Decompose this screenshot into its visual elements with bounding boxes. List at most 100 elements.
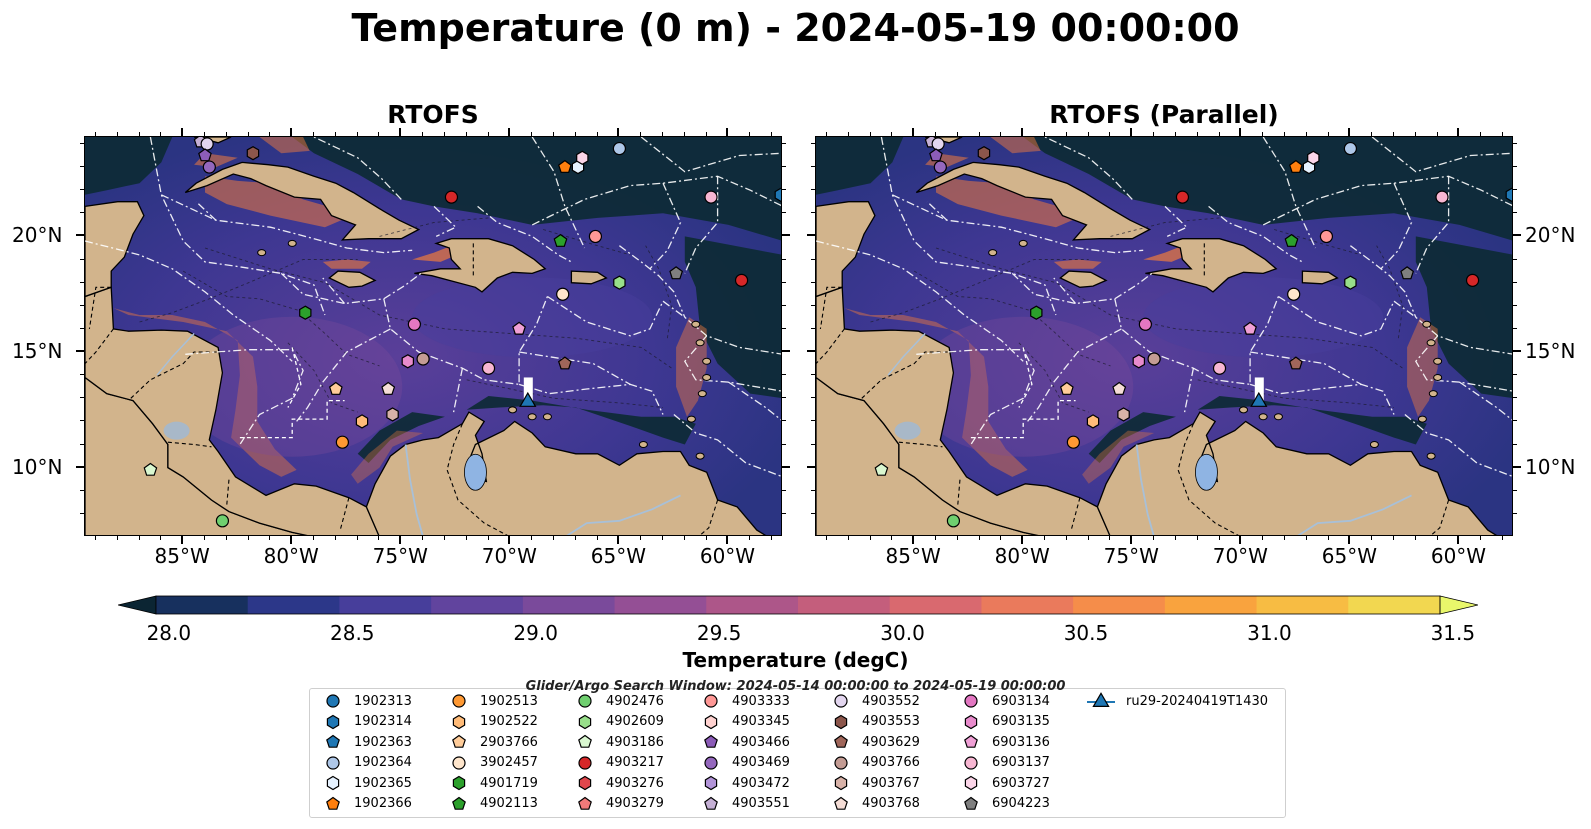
legend-marker bbox=[704, 755, 718, 770]
legend-label: 4903553 bbox=[862, 714, 920, 729]
float-marker-4903217 bbox=[1175, 190, 1190, 204]
legend-marker bbox=[578, 775, 592, 791]
tick-mark bbox=[782, 465, 790, 468]
minor-tick-mark bbox=[618, 132, 620, 136]
legend-marker-icon bbox=[578, 755, 592, 770]
river bbox=[1297, 494, 1412, 535]
legend-entry: 1902513 bbox=[448, 691, 538, 711]
legend-marker-icon bbox=[704, 734, 718, 748]
eez-boundary bbox=[518, 351, 631, 385]
minor-tick-mark bbox=[291, 132, 293, 136]
minor-tick-mark bbox=[1131, 536, 1133, 540]
float-marker-4903767 bbox=[386, 407, 399, 422]
legend-label: 6904223 bbox=[992, 796, 1050, 811]
small-island bbox=[638, 441, 648, 449]
eez-boundary bbox=[85, 240, 293, 362]
legend-label: 1902365 bbox=[354, 775, 412, 791]
float-marker-1902366 bbox=[557, 159, 572, 173]
eez-boundary bbox=[684, 335, 781, 392]
float-marker-6903136 bbox=[512, 321, 526, 335]
legend-entry: 6903136 bbox=[960, 732, 1050, 752]
country-border bbox=[446, 423, 508, 535]
eez-boundary bbox=[649, 182, 682, 270]
country-border bbox=[1070, 497, 1081, 531]
minor-tick-mark bbox=[618, 536, 620, 540]
minor-tick-mark bbox=[443, 132, 445, 136]
cool-water-atlantic bbox=[292, 137, 781, 241]
eez-boundary bbox=[1262, 137, 1317, 249]
country-border bbox=[816, 328, 845, 364]
lat-tick-label: 15°N bbox=[12, 339, 63, 364]
float-marker-4902609 bbox=[613, 275, 626, 290]
float-marker-4903186 bbox=[874, 462, 889, 476]
float-marker-2903766 bbox=[328, 381, 343, 395]
legend-label: 4903768 bbox=[862, 796, 920, 811]
legend-entry: 4903629 bbox=[830, 732, 920, 752]
float-marker-4903767 bbox=[1117, 407, 1130, 422]
mid-temp-patch bbox=[412, 277, 653, 358]
legend-entry: 1902522 bbox=[448, 712, 538, 732]
lon-tick-label: 80°W bbox=[263, 544, 319, 568]
minor-tick-mark bbox=[978, 132, 980, 136]
legend-entry: 4903472 bbox=[700, 773, 790, 793]
small-island bbox=[691, 320, 701, 328]
legend-marker-icon bbox=[578, 796, 592, 810]
minor-tick-mark bbox=[913, 132, 915, 136]
minor-tick-mark bbox=[1513, 166, 1517, 168]
panel-title-right: RTOFS (Parallel) bbox=[1049, 100, 1279, 129]
small-island bbox=[1018, 239, 1028, 247]
search-window-text: Glider/Argo Search Window: 2024-05-14 00… bbox=[525, 679, 1066, 694]
tick-mark bbox=[1130, 536, 1133, 544]
legend-entry: 2903766 bbox=[448, 732, 538, 752]
country-border bbox=[130, 351, 223, 399]
float-marker-1902513 bbox=[335, 435, 349, 449]
minor-tick-mark bbox=[1502, 536, 1504, 540]
legend-entry: 4903345 bbox=[700, 712, 790, 732]
minor-tick-mark bbox=[1174, 132, 1176, 136]
small-island bbox=[542, 413, 552, 421]
lon-tick-label: 85°W bbox=[154, 544, 210, 568]
lat-tick-label: 20°N bbox=[12, 223, 63, 248]
legend-label: 4903767 bbox=[862, 775, 920, 791]
minor-tick-mark bbox=[552, 536, 554, 540]
minor-tick-mark bbox=[1513, 258, 1517, 260]
tick-mark bbox=[1513, 465, 1521, 468]
eez-boundary bbox=[1011, 272, 1153, 305]
tick-mark bbox=[782, 350, 790, 353]
minor-tick-mark bbox=[443, 536, 445, 540]
eez-boundary bbox=[452, 368, 464, 413]
lon-tick-label: 75°W bbox=[372, 544, 428, 568]
float-marker-4903466 bbox=[198, 148, 212, 162]
tick-mark bbox=[1021, 536, 1024, 544]
minor-tick-mark bbox=[509, 536, 511, 540]
legend-marker bbox=[704, 734, 718, 748]
minor-tick-mark bbox=[1480, 132, 1482, 136]
legend-label: 4903551 bbox=[732, 796, 790, 811]
map-panel-rtofs-parallel[interactable] bbox=[815, 136, 1513, 536]
minor-tick-mark bbox=[1174, 536, 1176, 540]
tick-mark bbox=[807, 234, 815, 237]
legend-marker bbox=[704, 714, 718, 729]
legend-label: 4903276 bbox=[606, 775, 664, 791]
map-panel-rtofs[interactable] bbox=[84, 136, 782, 536]
country-border bbox=[861, 351, 954, 399]
minor-tick-mark bbox=[80, 443, 84, 445]
legend-marker-icon bbox=[964, 734, 978, 748]
minor-tick-mark bbox=[1513, 374, 1517, 376]
float-marker-3902457 bbox=[556, 287, 570, 301]
minor-tick-mark bbox=[1327, 536, 1329, 540]
float-marker-1902522 bbox=[1086, 414, 1100, 429]
minor-tick-mark bbox=[749, 132, 751, 136]
float-marker-6903135 bbox=[401, 354, 414, 369]
minor-tick-mark bbox=[1513, 212, 1517, 214]
legend-entry: 4903766 bbox=[830, 753, 920, 773]
legend-marker-icon bbox=[834, 734, 848, 748]
minor-tick-mark bbox=[80, 142, 84, 144]
eez-boundary bbox=[1350, 245, 1417, 318]
legend-marker-icon bbox=[578, 714, 592, 729]
legend-label: ru29-20240419T1430 bbox=[1126, 693, 1269, 709]
minor-tick-mark bbox=[378, 132, 380, 136]
legend-label: 1902522 bbox=[480, 714, 538, 729]
minor-tick-mark bbox=[640, 132, 642, 136]
minor-tick-mark bbox=[811, 327, 815, 329]
